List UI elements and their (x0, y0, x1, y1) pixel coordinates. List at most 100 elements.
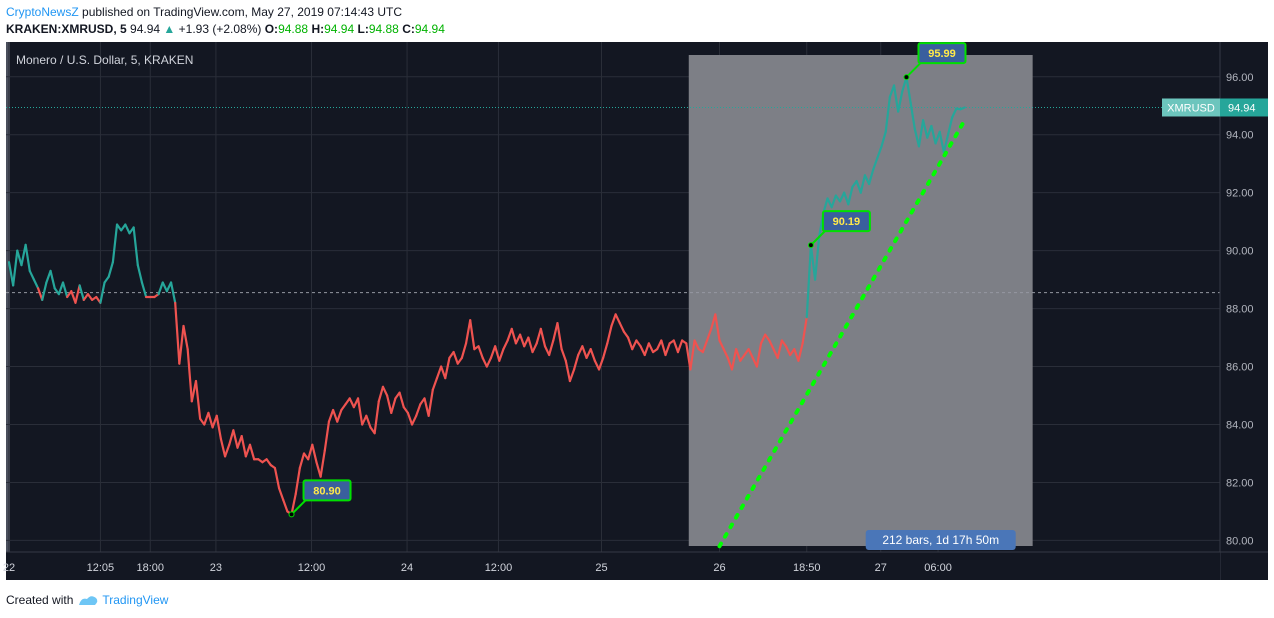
price-segment (913, 127, 921, 148)
x-tick-label: 23 (210, 562, 222, 574)
price-segment (909, 101, 916, 131)
price-segment (273, 466, 281, 490)
price-segment (386, 394, 393, 415)
price-segment (406, 411, 414, 426)
price-segment (348, 397, 355, 409)
price-segment (606, 324, 613, 345)
price-segment (747, 348, 754, 359)
price-change: +1.93 (+2.08%) (178, 22, 262, 36)
price-segment (481, 356, 488, 368)
y-tick-label: 82.00 (1226, 477, 1254, 489)
price-segment (502, 339, 509, 351)
price-segment (951, 107, 958, 119)
symbol-name: KRAKEN:XMRUSD, 5 (6, 22, 127, 36)
price-segment (240, 434, 247, 458)
price-segment (510, 327, 518, 345)
callout-box (917, 42, 967, 65)
price-segment (959, 106, 966, 111)
price-segment (161, 281, 168, 293)
price-segment (597, 356, 605, 371)
y-tick-label: 88.00 (1226, 304, 1254, 316)
y-axis-panel (1220, 42, 1268, 580)
price-segment (635, 339, 642, 348)
price-segment (867, 168, 875, 186)
price-segment (45, 269, 52, 284)
projection-line (717, 118, 967, 549)
price-segment (618, 321, 626, 333)
price-segment (494, 345, 501, 362)
price-segment (307, 443, 314, 461)
price-segment (41, 281, 48, 301)
price-segment (872, 156, 879, 171)
price-segment (514, 333, 522, 345)
price-segment (464, 319, 472, 345)
price-segment (759, 333, 767, 345)
price-segment (942, 133, 950, 154)
y-tick-label: 94.00 (1226, 130, 1254, 142)
price-segment (469, 319, 476, 351)
price-segment (880, 130, 887, 148)
price-segment (809, 244, 817, 281)
close-value: 94.94 (414, 22, 445, 36)
price-segment (564, 359, 572, 383)
price-segment (826, 197, 833, 209)
y-tick-label: 96.00 (1226, 72, 1254, 84)
open-value: 94.88 (278, 22, 309, 36)
price-segment (298, 452, 306, 470)
price-segment (410, 414, 418, 426)
price-segment (498, 348, 505, 362)
price-segment (427, 388, 434, 417)
x-tick-label: 22 (3, 562, 15, 574)
publisher-link[interactable]: CryptoNewsZ (6, 5, 79, 19)
price-segment (602, 342, 609, 359)
price-segment (78, 284, 85, 301)
price-segment (57, 281, 65, 296)
price-segment (444, 356, 451, 380)
price-segment (793, 348, 800, 362)
price-chart[interactable]: 80.90 90.19 95.99 212 bars, 1d 17h 50m Moner… (0, 40, 1274, 582)
price-segment (435, 365, 443, 380)
price-segment (215, 414, 223, 441)
tradingview-logo-icon (79, 596, 98, 605)
callout-label: 95.99 (928, 48, 956, 60)
price-segment (169, 281, 177, 304)
price-segment (381, 385, 389, 397)
chart-title: Monero / U.S. Dollar, 5, KRAKEN (16, 53, 193, 67)
price-segment (174, 301, 181, 365)
price-segment (323, 420, 331, 452)
left-edge-bar (6, 42, 10, 552)
callout-anchor (903, 74, 910, 81)
price-tag-box (1220, 98, 1268, 117)
price-segment (626, 336, 634, 351)
price-segment (577, 345, 584, 357)
x-tick-label: 12:00 (485, 562, 513, 574)
price-segment (244, 443, 252, 458)
price-segment (610, 313, 617, 328)
price-segment (32, 278, 40, 290)
price-segment (917, 119, 925, 148)
price-segment (556, 321, 563, 351)
price-segment (178, 324, 185, 365)
price-segment (714, 313, 721, 342)
close-label: C: (402, 22, 415, 36)
price-segment (207, 411, 214, 429)
publish-line: CryptoNewsZ published on TradingView.com… (6, 5, 402, 19)
price-segment (228, 429, 235, 446)
price-segment (768, 339, 775, 351)
x-tick-label: 24 (401, 562, 413, 574)
price-segment (755, 342, 763, 368)
low-value: 94.88 (368, 22, 399, 36)
callout-label: 80.90 (313, 485, 341, 497)
symbol-tag: XMRUSD (1167, 102, 1215, 114)
price-segment (319, 449, 326, 478)
high-value: 94.94 (324, 22, 355, 36)
price-segment (294, 466, 301, 496)
x-tick-label: 26 (713, 562, 725, 574)
price-segment (327, 408, 335, 423)
price-segment (548, 339, 555, 357)
price-segment (431, 377, 439, 391)
price-segment (593, 359, 601, 371)
price-segment (107, 261, 114, 278)
created-with-text: Created with (6, 593, 74, 607)
tradingview-link[interactable]: TradingView (102, 593, 169, 607)
